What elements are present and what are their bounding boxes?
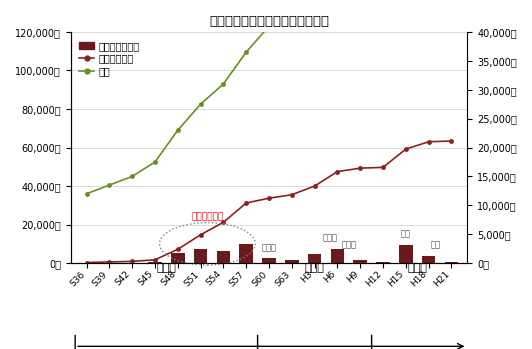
Bar [103,262,116,263]
Title: 人口と公共施設延べ床面積の推移: 人口と公共施設延べ床面積の推移 [209,15,329,28]
Bar [285,260,298,263]
Bar [148,261,162,263]
Bar [353,260,367,263]
Text: 庁舎: 庁舎 [430,240,440,250]
Text: 学校施設増築: 学校施設増築 [192,213,223,222]
Bar [330,249,344,263]
Text: 第１期: 第１期 [156,263,176,273]
Text: 第２期: 第２期 [305,263,325,273]
Bar [80,262,94,263]
Text: 第３期: 第３期 [408,263,427,273]
Bar [239,244,253,263]
Text: ぐるる: ぐるる [323,233,338,242]
Bar [194,249,207,263]
Bar [217,251,230,263]
Bar [376,262,390,263]
Bar [422,256,436,263]
Text: 図書館: 図書館 [342,240,356,250]
Bar [399,245,413,263]
Text: 六花: 六花 [401,229,411,238]
Text: ふれ愛: ふれ愛 [262,244,277,253]
Bar [262,258,276,263]
Legend: 年次別延床面積, 延床面積合計, 人口: 年次別延床面積, 延床面積合計, 人口 [76,37,144,80]
Bar [171,253,185,263]
Bar [445,262,458,263]
Bar [126,262,139,263]
Bar [308,254,321,263]
